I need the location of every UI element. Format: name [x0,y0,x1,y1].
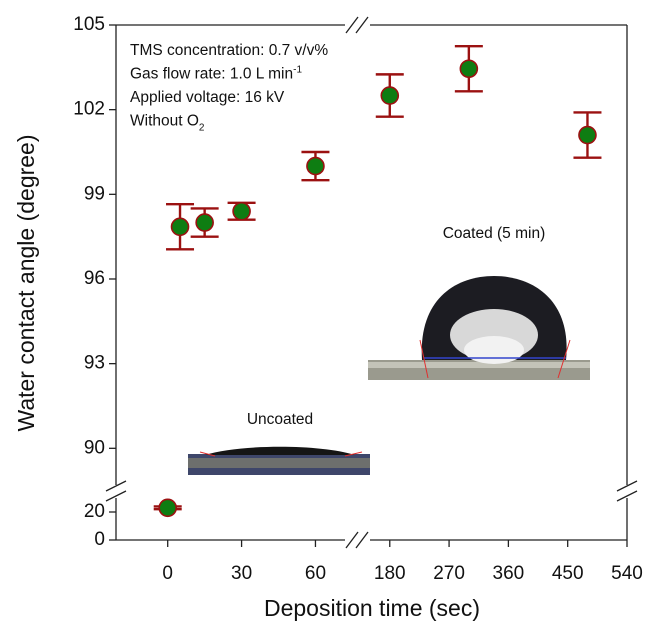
x-tick-label: 450 [552,563,584,584]
axis-break [105,480,127,492]
annotation-subscript: 2 [199,123,205,134]
y-tick-label: 20 [84,501,105,522]
data-point [195,213,214,232]
annotation: TMS concentration: 0.7 v/v% [130,42,328,59]
axis-break [355,16,369,34]
y-tick-label: 102 [73,99,105,120]
y-axis-label: Water contact angle (degree) [13,134,39,431]
data-point [306,156,325,176]
axis-break [616,480,638,492]
axis-break [355,531,369,549]
x-tick-label: 180 [374,563,406,584]
data-point [170,217,190,237]
x-tick-label: 270 [433,563,465,584]
annotation-text: Applied voltage: 16 kV [130,89,285,106]
annotation: Without O2 [130,113,205,134]
data-point [380,86,400,105]
x-tick-label: 30 [231,563,252,584]
annotation: Gas flow rate: 1.0 L min-1 [130,65,302,83]
x-tick-label: 60 [305,563,326,584]
annotation-superscript: -1 [293,65,302,76]
uncoated-droplet-image [188,446,370,475]
x-tick-label: 360 [493,563,525,584]
y-tick-label: 96 [84,268,105,289]
x-tick-label: 540 [611,563,643,584]
y-tick-label: 105 [73,14,105,35]
y-tick-label: 0 [94,529,105,550]
x-axis-label: Deposition time (sec) [264,595,480,621]
axis-break [616,490,638,502]
annotation: Applied voltage: 16 kV [130,89,285,106]
y-tick-label: 93 [84,353,105,374]
axis-break [345,16,359,34]
inset-label: Coated (5 min) [443,225,546,242]
coated-droplet-image [368,276,590,380]
annotation-text: Gas flow rate: 1.0 L min [130,66,293,83]
annotation-text: TMS concentration: 0.7 v/v% [130,42,328,59]
axis-break [105,490,127,502]
inset-label: Uncoated [247,411,313,428]
x-tick-label: 0 [162,563,173,584]
data-point [158,498,178,518]
data-point [232,201,251,221]
y-tick-label: 90 [84,437,105,458]
y-tick-label: 99 [84,183,105,204]
annotation-text: Without O [130,113,199,130]
data-point [578,125,597,145]
axis-break [345,531,359,549]
data-point [459,59,479,79]
